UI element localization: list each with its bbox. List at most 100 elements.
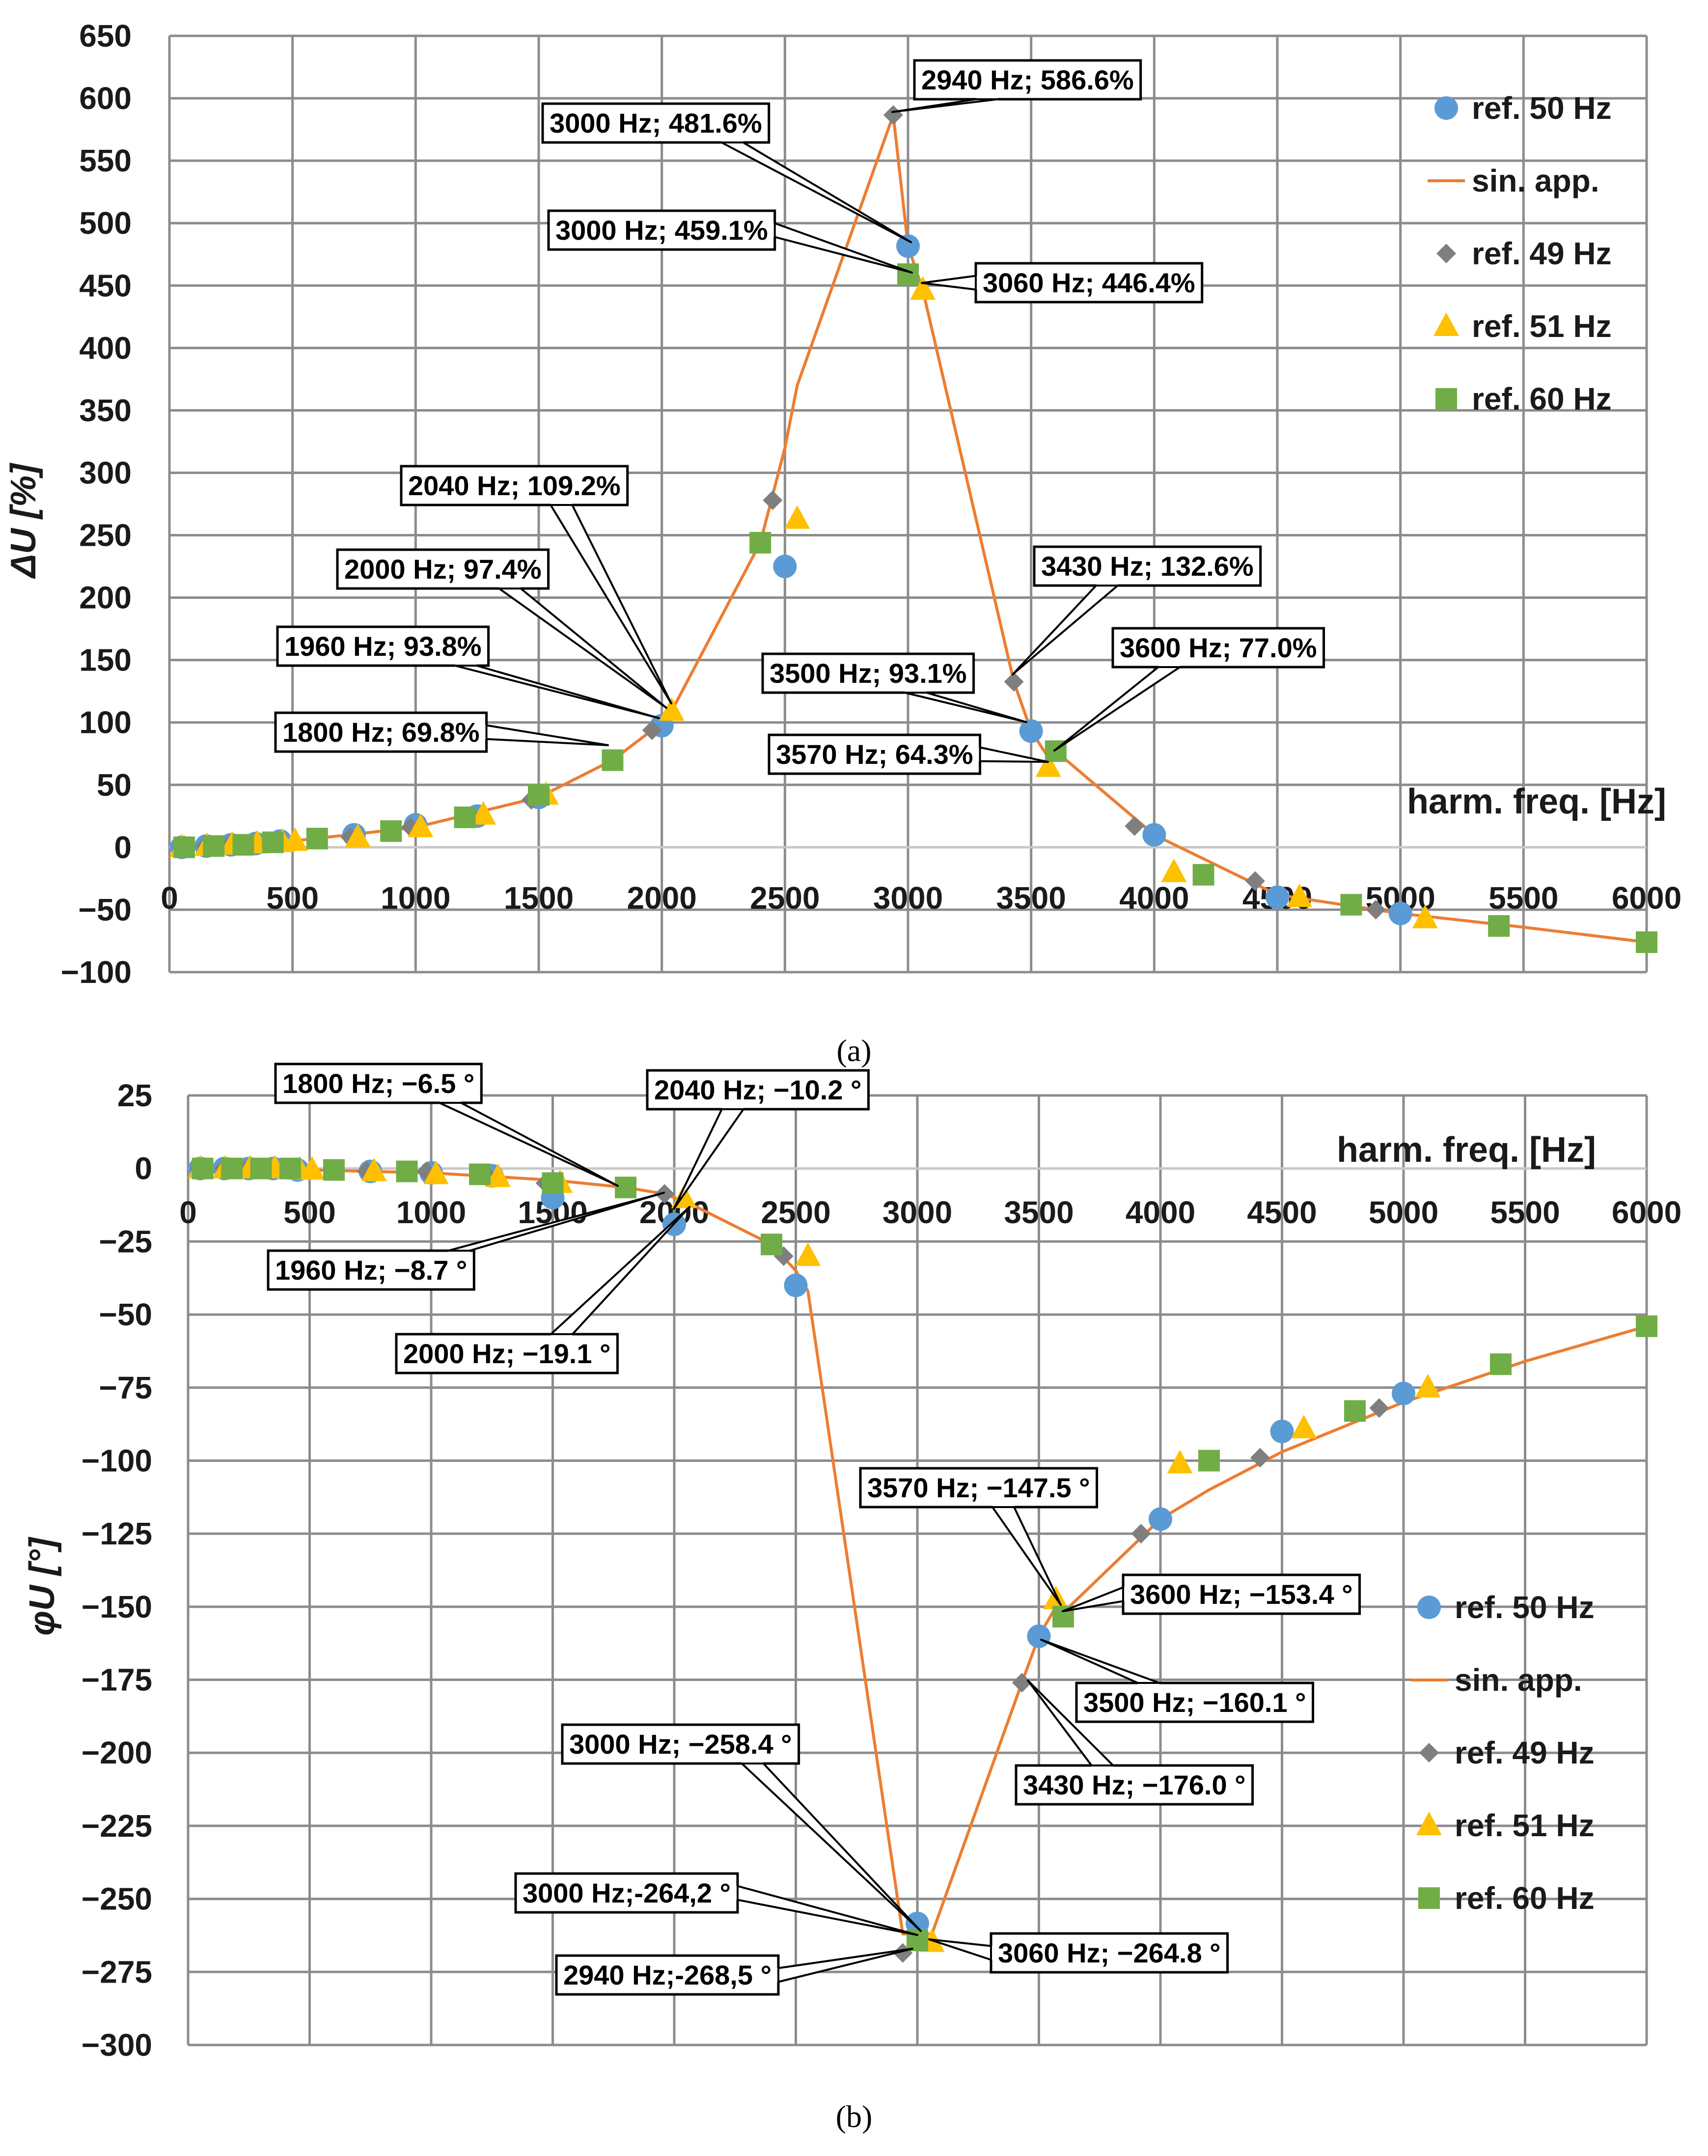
annotation-pointer-a-8 xyxy=(1012,585,1119,675)
annotation-box-a-9 xyxy=(1111,627,1325,669)
x-tick-label-b-2: 1000 xyxy=(396,1195,466,1230)
legend-item-a-4: ref. 60 Hz xyxy=(1435,381,1612,417)
point-ref60-b-6 xyxy=(469,1163,491,1185)
annotation-b-3: 2000 Hz; −19.1 ° xyxy=(395,1206,690,1374)
annotation-box-b-5 xyxy=(1122,1573,1361,1615)
chart-panel-b: φU [°] (b) −300−275−250−225−200−175−150−… xyxy=(23,1063,1681,2134)
legend-symbol-b-2 xyxy=(1419,1743,1439,1763)
point-ref51-a-10 xyxy=(659,697,685,721)
annotation-a-11: 3570 Hz; 64.3% xyxy=(768,733,1049,775)
point-ref60-a-6 xyxy=(454,806,476,828)
annotation-box-b-1 xyxy=(646,1069,870,1111)
series-ref60-b xyxy=(192,1157,1657,1952)
point-ref51-b-15 xyxy=(1291,1415,1317,1439)
grid-b xyxy=(187,1094,1648,2046)
point-ref50-b-12 xyxy=(1027,1624,1051,1648)
y-tick-label-b-10: −50 xyxy=(99,1297,152,1332)
point-ref50-b-11 xyxy=(906,1911,929,1935)
point-ref50-a-11 xyxy=(896,234,920,258)
y-tick-label-a-13: 550 xyxy=(79,143,132,178)
y-axis-label-a: ΔU [%] xyxy=(4,463,43,579)
point-ref50-a-10 xyxy=(773,555,797,579)
y-tick-label-a-3: 50 xyxy=(97,767,132,803)
legend-item-a-3: ref. 51 Hz xyxy=(1433,308,1612,344)
point-ref60-a-4 xyxy=(306,828,328,850)
x-tick-label-b-9: 4500 xyxy=(1247,1195,1317,1230)
point-ref49-b-15 xyxy=(1369,1398,1389,1418)
legend-label-a-3: ref. 51 Hz xyxy=(1472,308,1612,344)
y-tick-label-b-8: −100 xyxy=(82,1443,152,1478)
series-ref60-a xyxy=(173,263,1657,953)
point-ref50-a-12 xyxy=(1019,719,1043,743)
annotation-b-2: 1960 Hz; −8.7 ° xyxy=(267,1192,665,1291)
legend-label-b-3: ref. 51 Hz xyxy=(1455,1808,1595,1843)
point-ref60-a-9 xyxy=(749,532,771,554)
x-tick-label-a-5: 2500 xyxy=(750,880,820,916)
annotation-a-8: 3430 Hz; 132.6% xyxy=(1012,545,1262,675)
y-tick-label-a-14: 600 xyxy=(79,81,132,116)
annotation-b-8: 3000 Hz; −258.4 ° xyxy=(561,1723,922,1932)
annotation-label-a-5: 2000 Hz; 97.4% xyxy=(344,554,542,585)
annotation-box-b-11 xyxy=(555,1954,780,1996)
annotation-box-b-2 xyxy=(267,1249,475,1291)
annotation-pointer-b-0 xyxy=(438,1102,619,1187)
annotation-label-b-1: 2040 Hz; −10.2 ° xyxy=(654,1074,861,1105)
point-ref60-a-1 xyxy=(203,835,225,857)
annotation-pointer-a-4 xyxy=(550,504,672,704)
point-ref50-b-13 xyxy=(1149,1507,1172,1531)
annotation-label-b-2: 1960 Hz; −8.7 ° xyxy=(275,1255,467,1286)
point-ref49-b-12 xyxy=(1012,1673,1032,1693)
annotation-box-a-1 xyxy=(541,102,771,144)
annotation-box-b-7 xyxy=(1015,1764,1254,1806)
annotation-pointer-b-1 xyxy=(673,1108,744,1210)
point-ref60-a-12 xyxy=(1192,864,1214,886)
point-ref51-a-8 xyxy=(470,801,496,825)
legend-label-a-2: ref. 49 Hz xyxy=(1472,236,1612,271)
x-tick-label-b-6: 3000 xyxy=(882,1195,952,1230)
annotation-pointer-a-11 xyxy=(979,746,1049,763)
annotation-box-a-5 xyxy=(336,548,550,590)
annotation-b-7: 3430 Hz; −176.0 ° xyxy=(1015,1680,1254,1806)
point-ref51-a-16 xyxy=(1412,904,1438,928)
annotation-a-9: 3600 Hz; 77.0% xyxy=(1053,627,1325,752)
annotation-a-7: 1800 Hz; 69.8% xyxy=(274,711,609,753)
y-tick-label-b-5: −175 xyxy=(82,1662,152,1698)
annotation-box-a-8 xyxy=(1033,545,1262,587)
point-ref60-b-12 xyxy=(1198,1450,1220,1472)
point-ref60-b-7 xyxy=(542,1172,564,1194)
annotation-pointer-b-7 xyxy=(1027,1680,1114,1766)
point-ref60-b-13 xyxy=(1344,1400,1366,1422)
point-ref60-a-2 xyxy=(232,834,254,856)
annotation-box-a-6 xyxy=(276,625,490,667)
point-ref60-b-2 xyxy=(250,1157,272,1179)
annotation-box-b-3 xyxy=(395,1333,619,1374)
point-ref49-a-11 xyxy=(883,105,903,125)
y-tick-label-a-0: −100 xyxy=(61,954,132,990)
x-tick-label-b-12: 6000 xyxy=(1612,1195,1681,1230)
annotation-a-5: 2000 Hz; 97.4% xyxy=(336,548,667,709)
annotation-box-b-0 xyxy=(274,1063,483,1104)
annotation-pointer-a-6 xyxy=(454,665,660,719)
annotation-label-b-11: 2940 Hz;-268,5 ° xyxy=(563,1960,771,1990)
annotation-box-a-7 xyxy=(274,711,488,753)
y-tick-label-b-12: 0 xyxy=(135,1151,152,1186)
x-tick-label-a-1: 500 xyxy=(266,880,319,916)
y-tick-label-a-6: 200 xyxy=(79,580,132,616)
annotation-label-a-9: 3600 Hz; 77.0% xyxy=(1120,632,1317,663)
x-axis-label-a: harm. freq. [Hz] xyxy=(1407,782,1666,821)
legend-label-b-4: ref. 60 Hz xyxy=(1455,1880,1595,1916)
annotation-pointer-b-9 xyxy=(736,1885,918,1936)
annotation-b-0: 1800 Hz; −6.5 ° xyxy=(274,1063,619,1187)
annotation-label-a-0: 2940 Hz; 586.6% xyxy=(921,64,1134,95)
point-ref50-a-13 xyxy=(1142,823,1166,847)
annotation-pointer-a-2 xyxy=(773,222,913,274)
point-ref49-b-13 xyxy=(1131,1524,1151,1544)
point-ref51-a-15 xyxy=(1287,883,1313,907)
annotation-pointer-b-4 xyxy=(991,1506,1062,1606)
legend-a: ref. 50 Hz sin. app. ref. 49 Hz ref. 51 Hz r… xyxy=(1428,90,1612,417)
y-tick-label-b-6: −150 xyxy=(82,1589,152,1624)
legend-b: ref. 50 Hz sin. app. ref. 49 Hz ref. 51 Hz r… xyxy=(1410,1590,1595,1916)
legend-item-b-4: ref. 60 Hz xyxy=(1418,1880,1595,1916)
annotation-box-b-8 xyxy=(561,1723,800,1765)
annotation-label-b-6: 3500 Hz; −160.1 ° xyxy=(1083,1687,1306,1718)
